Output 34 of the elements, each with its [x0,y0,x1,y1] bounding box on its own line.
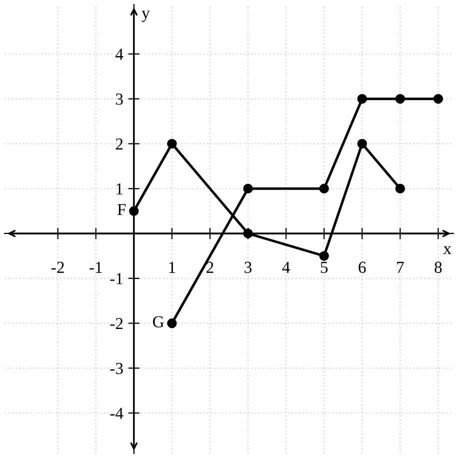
point [357,94,367,104]
x-tick-label: 1 [169,262,176,273]
x-tick-label: 7 [397,262,404,273]
point [395,184,406,194]
point [167,318,177,328]
x-tick-label: 8 [434,262,442,273]
y-tick-label: -2 [110,318,123,330]
x-tick-label: 6 [358,262,366,273]
y-tick-label: -1 [110,273,122,284]
y-tick-label: -4 [110,408,124,419]
point [357,138,367,149]
point [433,94,444,104]
point [129,206,139,216]
x-tick-label: 3 [244,262,252,273]
point [243,184,253,194]
x-tick-label: 2 [206,262,214,273]
y-tick-label: -3 [110,362,123,374]
y-axis-title: y [142,10,150,22]
x-tick-label: -1 [90,262,102,273]
point [395,94,406,104]
y-tick-label: 3 [116,94,123,105]
y-tick-label: 2 [116,138,123,150]
series-label: G [152,316,164,328]
x-axis-title: x [443,246,452,254]
point [319,184,329,194]
series-label: F [118,204,126,216]
point [319,251,329,261]
x-tick-label: 4 [282,262,290,273]
point [243,228,253,238]
x-tick-label: -2 [52,262,64,273]
x-tick-label: 5 [320,262,328,273]
point [167,138,177,149]
y-tick-label: 4 [115,48,124,60]
y-tick-label: 1 [116,183,122,194]
